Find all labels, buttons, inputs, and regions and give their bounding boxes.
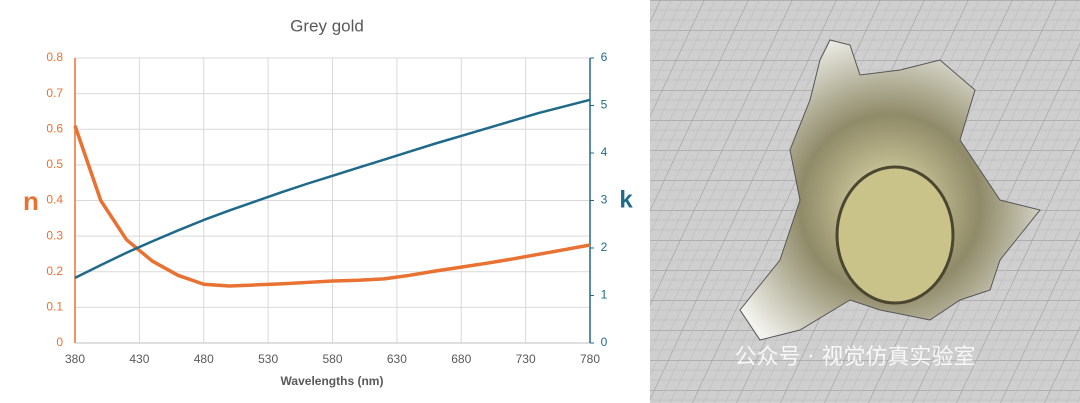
x-tick-label: 530 xyxy=(258,352,278,366)
y-tick-label: 0 xyxy=(56,335,63,349)
watermark: 公众号 · 视觉仿真实验室 xyxy=(735,345,976,370)
y-tick-label: 0.3 xyxy=(46,228,63,242)
x-tick-label: 780 xyxy=(580,352,600,366)
chart-title: Grey gold xyxy=(290,16,364,35)
y-tick-label: 0.4 xyxy=(46,193,63,207)
y-axis-label: n xyxy=(23,186,39,216)
y2-axis-label: k xyxy=(619,186,633,213)
x-tick-label: 730 xyxy=(516,352,536,366)
y2-tick-label: 4 xyxy=(601,145,608,159)
x-tick-label: 380 xyxy=(65,352,85,366)
y-tick-label: 0.8 xyxy=(46,50,63,64)
y2-tick-label: 5 xyxy=(601,98,608,112)
x-axis-label: Wavelengths (nm) xyxy=(281,374,384,388)
shell-opening xyxy=(835,165,955,305)
y-tick-label: 0.6 xyxy=(46,121,63,135)
series-line xyxy=(74,98,591,280)
y2-tick-label: 2 xyxy=(601,240,608,254)
y2-tick-label: 6 xyxy=(601,50,608,64)
x-tick-label: 430 xyxy=(129,352,149,366)
y-tick-label: 0.1 xyxy=(46,300,63,314)
x-tick-label: 630 xyxy=(387,352,407,366)
y-tick-label: 0.5 xyxy=(46,157,63,171)
y2-tick-label: 3 xyxy=(601,193,608,207)
y-tick-label: 0.2 xyxy=(46,264,63,278)
x-tick-label: 680 xyxy=(451,352,471,366)
y2-tick-label: 1 xyxy=(601,288,608,302)
y2-tick-label: 0 xyxy=(601,335,608,349)
x-tick-label: 480 xyxy=(194,352,214,366)
x-tick-label: 580 xyxy=(322,352,342,366)
series-line xyxy=(73,125,591,288)
y-tick-label: 0.7 xyxy=(46,86,63,100)
